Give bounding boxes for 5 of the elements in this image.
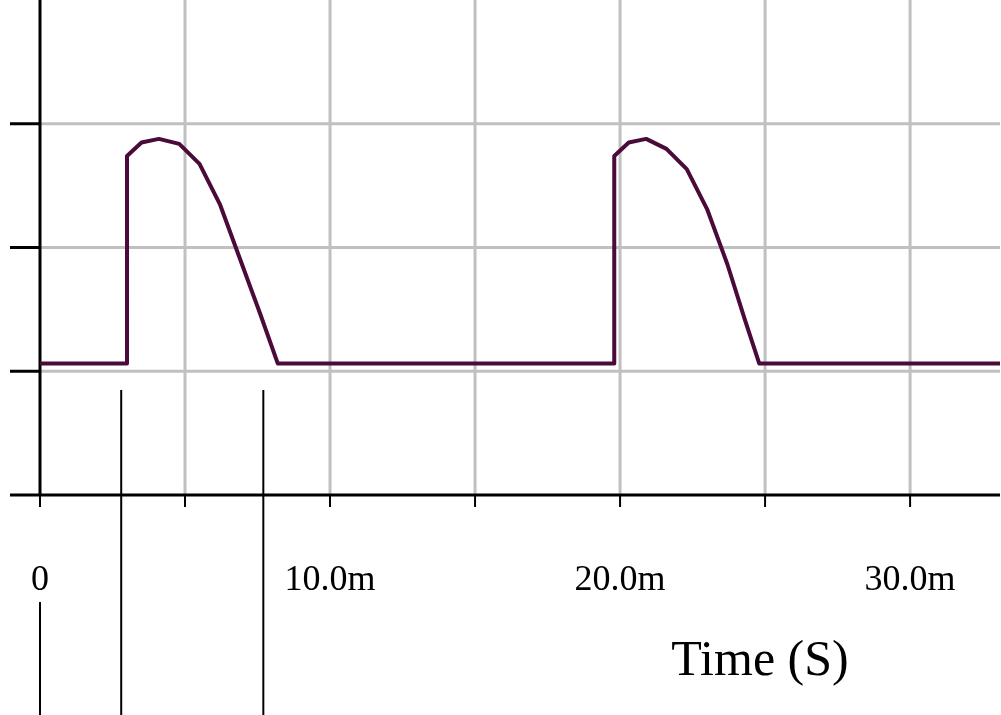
x-tick-label: 30.0m xyxy=(864,558,956,598)
x-tick-label: 10.0m xyxy=(284,558,376,598)
x-tick-label: 20.0m xyxy=(574,558,666,598)
x-tick-label: 0 xyxy=(31,558,49,598)
x-axis-title: Time (S) xyxy=(671,630,849,686)
